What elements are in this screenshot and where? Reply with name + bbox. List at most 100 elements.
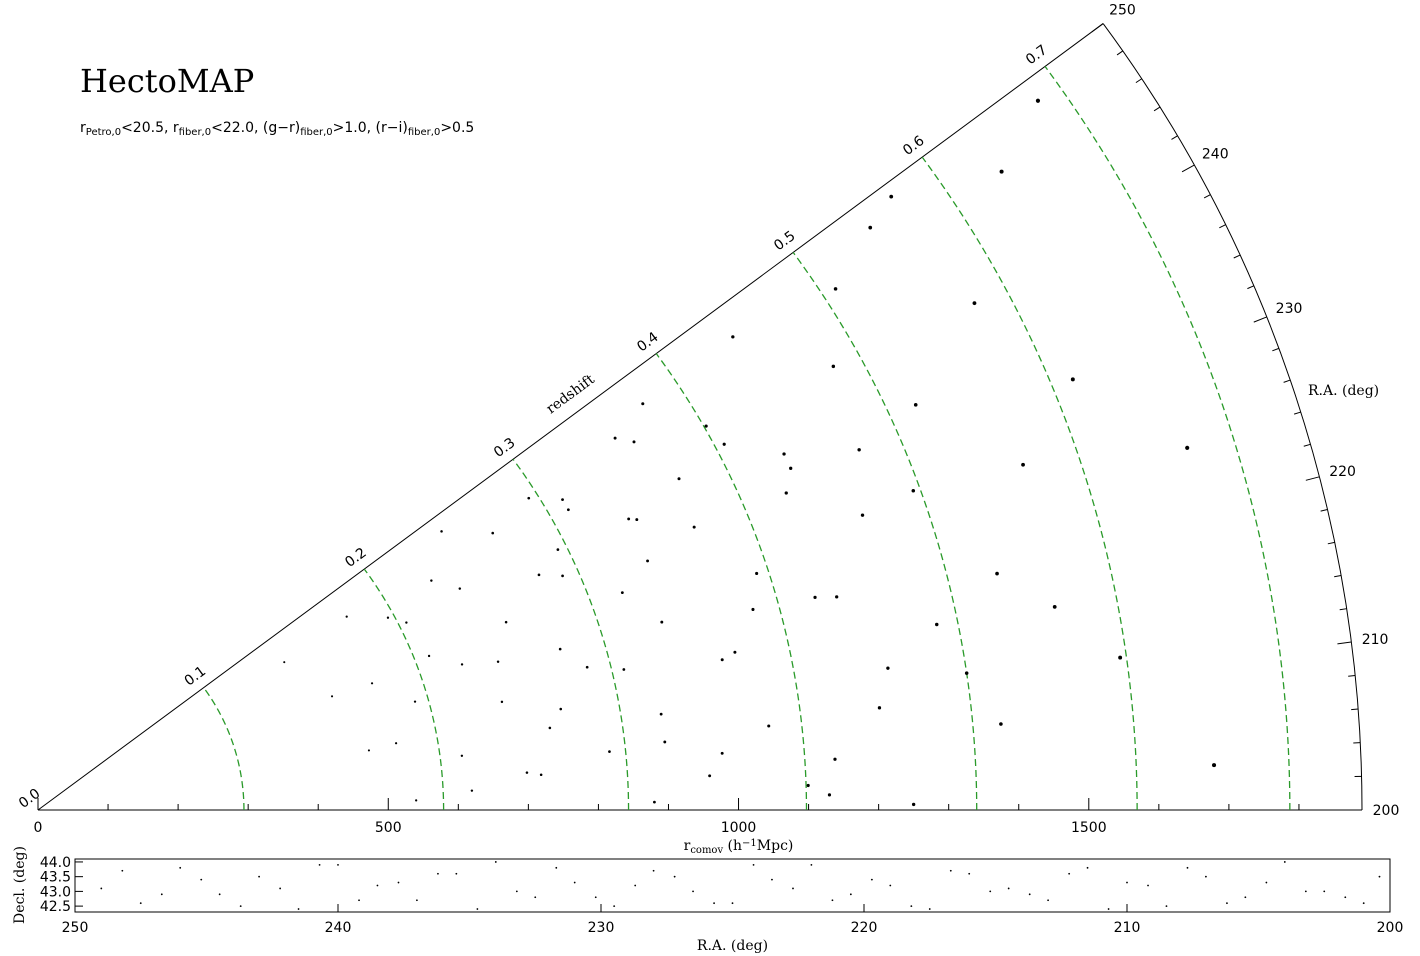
galaxy [789, 466, 793, 470]
galaxy [1118, 655, 1123, 660]
text-segment: <20.5, r [121, 120, 179, 136]
galaxy [1265, 881, 1268, 884]
galaxy [1185, 445, 1190, 450]
galaxy [397, 881, 400, 884]
ra-tick [1351, 708, 1359, 711]
redshift-arc [792, 252, 978, 811]
text-segment: >0.5 [440, 120, 474, 136]
galaxy [949, 869, 952, 872]
galaxy [1323, 890, 1326, 893]
galaxy [458, 587, 462, 590]
galaxy [755, 571, 759, 576]
galaxy [534, 896, 537, 899]
galaxy [713, 902, 715, 905]
galaxy [886, 666, 890, 670]
galaxy [561, 498, 564, 502]
galaxy [911, 802, 916, 807]
galaxy [1283, 861, 1286, 863]
redshift-arc [921, 156, 1138, 811]
galaxy [653, 800, 656, 804]
galaxy [1068, 872, 1071, 875]
galaxy [585, 665, 589, 669]
redshift-label: 0.6 [900, 133, 927, 159]
galaxy [318, 863, 321, 866]
galaxy [972, 301, 977, 306]
galaxy [556, 548, 560, 552]
ra-tick [1348, 675, 1356, 677]
ra-tick [1337, 641, 1352, 645]
galaxy [1165, 905, 1168, 908]
galaxy [910, 905, 913, 908]
galaxy [708, 774, 712, 778]
ra-tick-label: 250 [1109, 2, 1136, 18]
text-segment: Mpc) [757, 838, 794, 854]
galaxy [283, 661, 286, 664]
galaxy [500, 700, 504, 704]
galaxy [646, 559, 650, 563]
galaxy [218, 893, 221, 896]
galaxy [558, 647, 562, 651]
galaxy [767, 724, 771, 728]
galaxy [179, 866, 182, 869]
galaxy [491, 531, 495, 535]
galaxy [548, 726, 552, 730]
ra-tick [1303, 443, 1311, 447]
text-segment: fiber,0 [179, 127, 211, 138]
galaxy [677, 477, 681, 481]
galaxy [437, 872, 439, 875]
galaxy [704, 424, 708, 428]
ra-axis-title: R.A. (deg) [1308, 383, 1379, 399]
galaxy [652, 869, 655, 872]
galaxy [455, 872, 458, 875]
text-segment: comov [690, 845, 723, 856]
galaxy [771, 878, 773, 881]
ra-tick [1181, 164, 1195, 173]
wedge-arc [1102, 23, 1363, 811]
galaxy [1052, 605, 1057, 609]
galaxy [160, 893, 163, 896]
x-tick-label: 220 [851, 920, 878, 936]
x-tick-label: 250 [62, 920, 89, 936]
ra-tick [1283, 379, 1291, 383]
galaxy [641, 402, 645, 406]
x-tick-label: 500 [375, 820, 402, 836]
ra-tick-label: 240 [1202, 146, 1229, 162]
galaxy [1007, 887, 1010, 890]
galaxy [835, 595, 839, 599]
galaxy [995, 571, 999, 576]
galaxy [367, 749, 371, 752]
galaxy [345, 615, 348, 618]
ra-tick [1153, 106, 1161, 112]
galaxy [857, 448, 861, 452]
galaxy [613, 436, 617, 440]
galaxy [1186, 866, 1189, 869]
galaxy [635, 518, 639, 522]
text-segment: <22.0, (g−r) [211, 120, 300, 136]
galaxy [989, 890, 992, 893]
galaxy [911, 488, 916, 493]
ra-tick [1091, 23, 1104, 33]
redshift-title: redshift [544, 371, 598, 417]
galaxy [751, 607, 755, 611]
galaxy [504, 620, 508, 624]
galaxy [692, 890, 694, 893]
galaxy [1362, 902, 1365, 905]
galaxy [460, 754, 464, 757]
x-tick-label: 1500 [1071, 820, 1107, 836]
redshift-label: 0.0 [16, 786, 43, 812]
galaxy [476, 908, 479, 910]
galaxy [868, 225, 873, 230]
x-axis-title: rcomov (h−1Mpc) [684, 838, 794, 856]
galaxy [889, 194, 894, 199]
galaxy [460, 663, 464, 666]
ra-tick [1203, 194, 1211, 199]
ra-tick [1171, 135, 1178, 140]
galaxy [913, 403, 918, 407]
galaxy [330, 695, 334, 698]
galaxy [1086, 866, 1089, 869]
y-tick-label: 44.0 [40, 855, 71, 871]
x-tick-label: 0 [34, 820, 43, 836]
wedge-edge [37, 23, 1104, 811]
y-tick-label: 43.5 [40, 870, 71, 886]
redshift-label: 0.2 [342, 545, 369, 571]
